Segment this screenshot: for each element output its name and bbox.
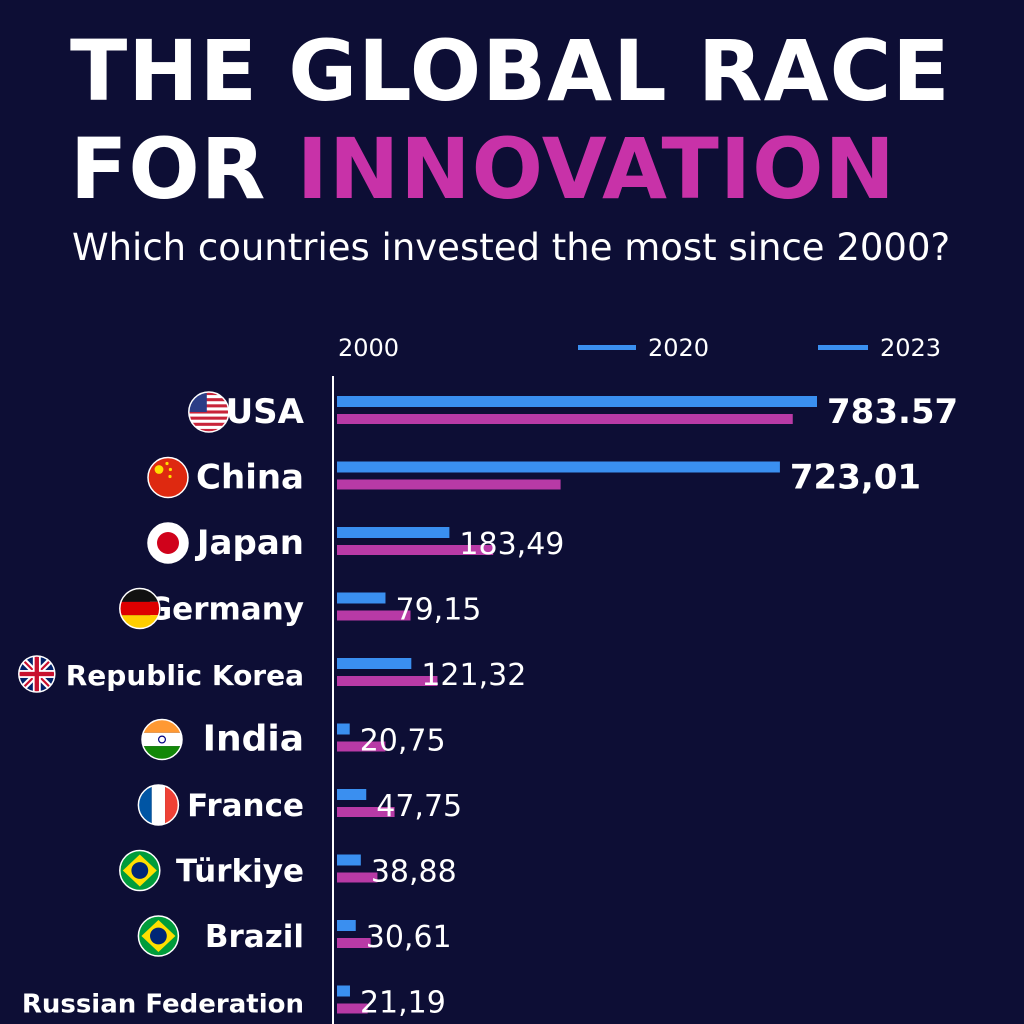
category-label-9: Russian Federation [22, 990, 304, 1020]
bar-2020-6 [337, 789, 367, 800]
bar-2023-1 [337, 479, 561, 490]
brazil-flag-icon [137, 915, 180, 957]
bar-2020-7 [337, 854, 361, 866]
germany-flag-icon [119, 587, 161, 630]
bar-2023-4 [337, 676, 438, 686]
bar-2023-3 [337, 610, 411, 621]
title-line-1: THE GLOBAL RACE [70, 22, 951, 120]
legend-swatch-2023 [818, 345, 868, 350]
bar-2023-6 [337, 807, 395, 817]
bar-2023-9 [337, 1003, 368, 1014]
bar-2020-5 [337, 723, 350, 735]
bar-2020-2 [337, 527, 450, 538]
us-flag-icon [188, 391, 230, 433]
value-label-9: 21,19 [360, 986, 446, 1021]
value-label-1: 723,01 [790, 458, 921, 498]
category-label-5: India [203, 719, 304, 760]
chart-title: THE GLOBAL RACE FOR INNOVATION [70, 22, 951, 218]
bar-2023-2 [337, 545, 494, 555]
category-label-2: Japan [195, 523, 304, 563]
value-label-8: 30,61 [366, 920, 452, 955]
bar-2020-8 [337, 920, 356, 931]
title-line-2-accent: INNOVATION [296, 120, 896, 218]
category-label-3: Germany [147, 592, 304, 628]
legend-label-2020: 2020 [648, 334, 709, 362]
category-label-0: USA [226, 392, 305, 432]
bar-2020-3 [337, 592, 386, 604]
legend-swatch-2020 [578, 345, 636, 350]
japan-flag-icon [147, 522, 189, 564]
value-label-4: 121,32 [421, 658, 526, 693]
brazil-flag-icon [119, 849, 161, 892]
china-flag-icon [147, 456, 189, 499]
bar-2020-4 [337, 658, 412, 669]
category-label-4: Republic Korea [66, 659, 304, 692]
chart-subtitle: Which countries invested the most since … [72, 226, 951, 269]
value-label-2: 183,49 [459, 527, 564, 562]
value-label-6: 47,75 [376, 789, 462, 824]
category-label-8: Brazil [205, 919, 304, 955]
legend-label-2000: 2000 [338, 334, 399, 362]
bar-2023-8 [337, 938, 371, 948]
france-flag-icon [137, 784, 180, 826]
value-label-5: 20,75 [360, 724, 446, 759]
value-label-0: 783.57 [827, 392, 958, 432]
value-label-7: 38,88 [371, 855, 457, 890]
category-label-1: China [196, 458, 304, 498]
india-flag-icon [141, 718, 183, 761]
bar-2023-7 [337, 872, 378, 883]
legend-label-2023: 2023 [880, 334, 941, 362]
bar-2023-5 [337, 741, 386, 752]
value-label-3: 79,15 [395, 593, 481, 628]
bar-2020-0 [337, 396, 817, 407]
title-line-2-prefix: FOR [70, 120, 297, 218]
bar-2020-9 [337, 985, 350, 997]
uk-flag-icon [18, 655, 56, 693]
bar-2020-1 [337, 461, 780, 473]
bar-2023-0 [337, 414, 793, 424]
category-label-6: France [187, 788, 304, 824]
category-label-7: Türkiye [176, 854, 304, 890]
